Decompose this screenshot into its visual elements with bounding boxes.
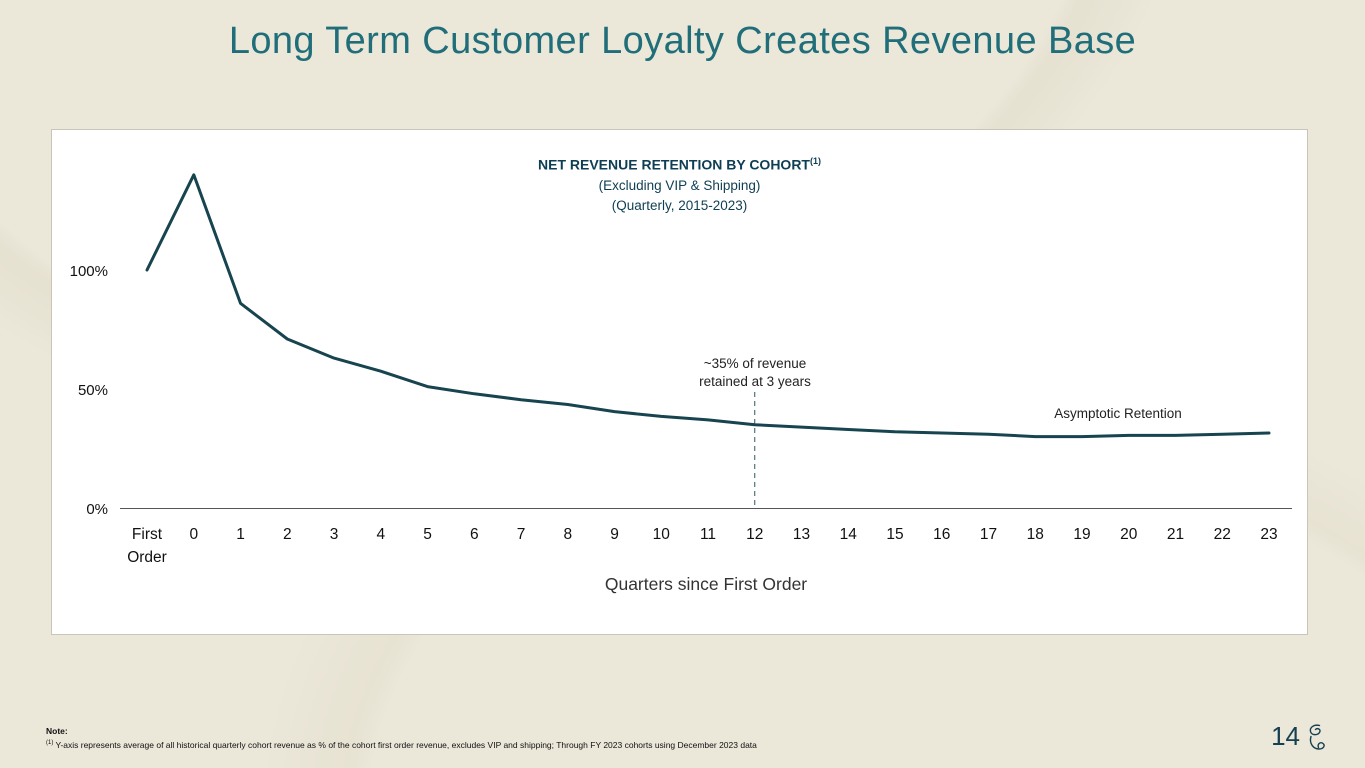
- brand-logo-icon: [1309, 723, 1325, 750]
- x-tick-label: 23: [1260, 526, 1277, 543]
- x-tick-label: 19: [1073, 526, 1090, 543]
- footnote-text-line: (1) Y-axis represents average of all his…: [46, 737, 757, 751]
- x-tick-label: 7: [517, 526, 526, 543]
- x-tick-label: 12: [746, 526, 763, 543]
- x-tick-label: 18: [1027, 526, 1044, 543]
- x-tick-label: 14: [840, 526, 858, 543]
- x-tick-label: First Order: [127, 526, 167, 566]
- asymptotic-retention-label: Asymptotic Retention: [1054, 406, 1182, 421]
- x-tick-label: 8: [563, 526, 572, 543]
- chart-title-block: NET REVENUE RETENTION BY COHORT(1) (Excl…: [52, 156, 1307, 213]
- y-tick-label: 0%: [86, 501, 108, 518]
- page-footer: 14: [1271, 721, 1327, 752]
- chart-subtitle-2: (Quarterly, 2015-2023): [611, 197, 748, 213]
- x-tick-label: 3: [330, 526, 339, 543]
- x-axis-title: Quarters since First Order: [604, 574, 808, 594]
- x-tick-label: 6: [470, 526, 479, 543]
- footnote-text: Y-axis represents average of all histori…: [53, 740, 757, 750]
- x-tick-label: 9: [610, 526, 619, 543]
- chart-subtitle-1: (Excluding VIP & Shipping): [598, 177, 761, 193]
- footnote: Note: (1) Y-axis represents average of a…: [46, 725, 757, 751]
- x-tick-label: 1: [236, 526, 245, 543]
- y-tick-label: 100%: [70, 263, 108, 280]
- retention-annotation: ~35% of revenue retained at 3 years: [644, 355, 866, 391]
- footnote-marker: (1): [46, 740, 54, 747]
- chart-title-footnote-marker: (1): [810, 156, 821, 166]
- x-tick-label: 10: [653, 526, 671, 543]
- x-tick-label: 2: [283, 526, 292, 543]
- slide-title: Long Term Customer Loyalty Creates Reven…: [228, 20, 1137, 62]
- net-revenue-retention-line: [145, 173, 1271, 439]
- annotation-line-1: ~35% of revenue: [703, 356, 807, 371]
- x-tick-label: 5: [423, 526, 432, 543]
- x-tick-label: 21: [1167, 526, 1184, 543]
- footnote-label: Note:: [46, 726, 68, 737]
- chart-title: NET REVENUE RETENTION BY COHORT(1): [52, 156, 1307, 173]
- x-tick-label: 15: [886, 526, 903, 543]
- x-tick-label: 16: [933, 526, 950, 543]
- x-tick-label: 22: [1214, 526, 1231, 543]
- x-tick-label: 17: [980, 526, 997, 543]
- x-tick-label: 4: [376, 526, 385, 543]
- x-tick-label: 11: [700, 526, 716, 543]
- chart-title-text: NET REVENUE RETENTION BY COHORT: [538, 156, 810, 173]
- x-tick-label: 20: [1120, 526, 1138, 543]
- x-tick-label: 13: [793, 526, 810, 543]
- chart-card: NET REVENUE RETENTION BY COHORT(1) (Excl…: [51, 129, 1308, 635]
- page-number: 14: [1271, 721, 1300, 751]
- y-tick-label: 50%: [78, 382, 108, 399]
- x-tick-label: 0: [189, 526, 198, 543]
- annotation-line-2: retained at 3 years: [699, 374, 811, 389]
